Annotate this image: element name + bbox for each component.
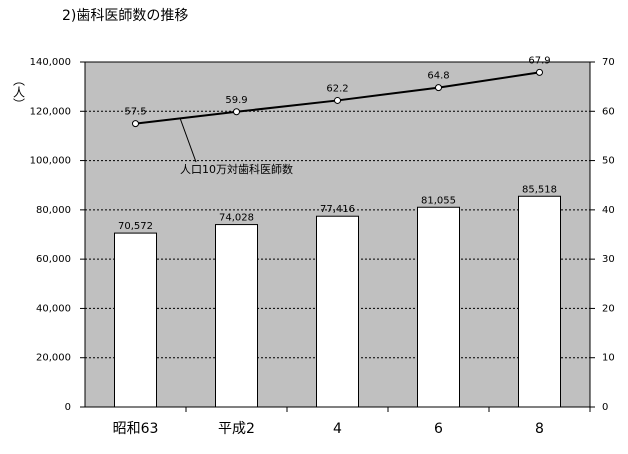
line-value-label: 62.2 xyxy=(326,83,348,94)
bar xyxy=(518,195,561,408)
y2-tick-label: 30 xyxy=(602,254,615,265)
chart-title: 2)歯科医師数の推移 xyxy=(62,8,188,24)
annotation-leader xyxy=(179,117,197,163)
y-tick-label: 60,000 xyxy=(36,254,71,265)
y2-tick-label: 50 xyxy=(602,156,615,167)
line-value-label: 67.9 xyxy=(528,55,550,66)
y2-tick-label: 60 xyxy=(602,106,615,117)
bar-value-label: 70,572 xyxy=(118,221,153,232)
bar xyxy=(417,206,460,408)
line-point xyxy=(536,68,543,76)
bar-value-label: 81,055 xyxy=(421,195,456,206)
x-tick-label: 8 xyxy=(535,421,544,437)
bar xyxy=(215,224,258,408)
line-value-label: 57.5 xyxy=(124,107,146,118)
x-tick-label: 4 xyxy=(333,421,342,437)
y-tick-label: 120,000 xyxy=(30,106,71,117)
bar-value-label: 77,416 xyxy=(320,204,355,215)
x-tick-label: 平成2 xyxy=(218,421,255,437)
line-point xyxy=(132,120,139,128)
y-tick-label: 20,000 xyxy=(36,353,71,364)
x-tick-label: 昭和63 xyxy=(113,421,159,437)
line-point xyxy=(233,108,240,116)
y-tick-label: 100,000 xyxy=(30,156,71,167)
y2-tick-label: 10 xyxy=(602,353,615,364)
line-point xyxy=(435,84,442,92)
y-tick-label: 80,000 xyxy=(36,205,71,216)
y-tick-label: 40,000 xyxy=(36,303,71,314)
y-tick-label: 140,000 xyxy=(30,57,71,68)
y-tick-label: 0 xyxy=(65,402,71,413)
bar-value-label: 74,028 xyxy=(219,213,254,224)
bar xyxy=(316,215,359,408)
line-value-label: 64.8 xyxy=(427,71,449,82)
y2-tick-label: 20 xyxy=(602,303,615,314)
line-point xyxy=(334,96,341,104)
bar-value-label: 85,518 xyxy=(522,184,557,195)
bar xyxy=(114,232,157,408)
y2-tick-label: 40 xyxy=(602,205,615,216)
y2-tick-label: 0 xyxy=(602,402,608,413)
line-value-label: 59.9 xyxy=(225,95,247,106)
y2-tick-label: 70 xyxy=(602,57,615,68)
y-axis-label: （人） xyxy=(12,74,26,110)
line-annotation: 人口10万対歯科医師数 xyxy=(180,162,293,176)
x-tick-label: 6 xyxy=(434,421,443,437)
